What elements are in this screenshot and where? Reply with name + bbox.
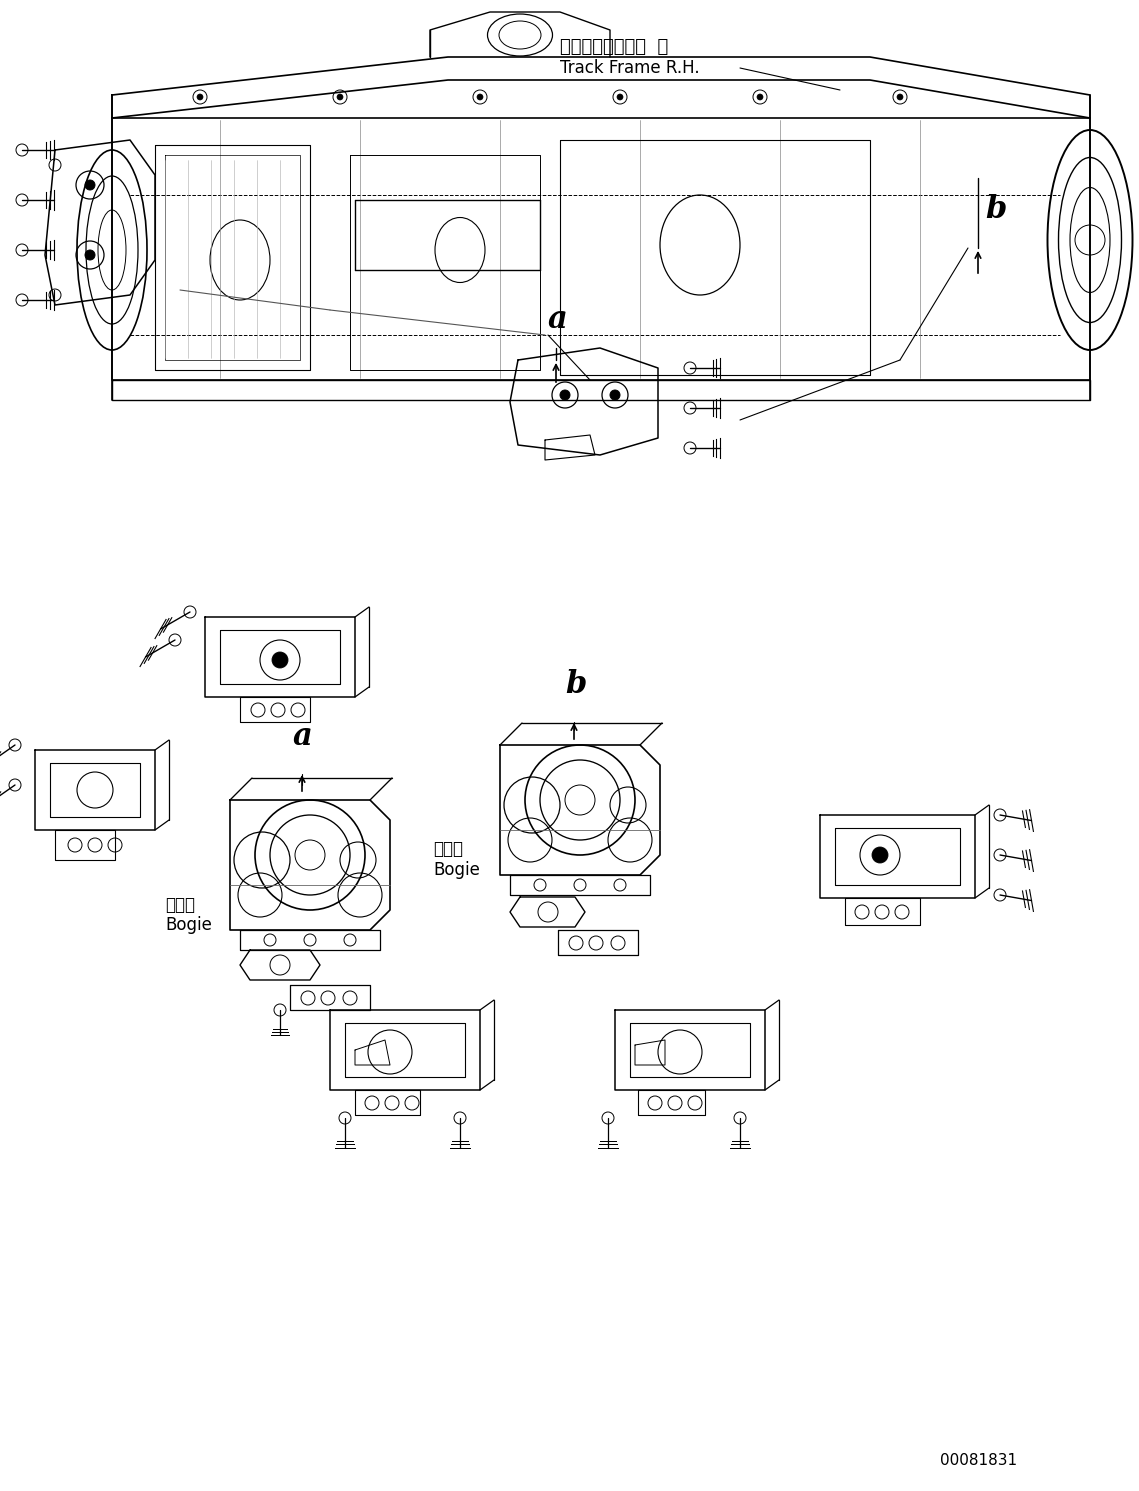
Text: b: b: [565, 669, 587, 699]
Circle shape: [85, 180, 95, 189]
Text: a: a: [293, 722, 313, 751]
Circle shape: [337, 94, 343, 100]
Circle shape: [757, 94, 763, 100]
Text: Track Frame R.H.: Track Frame R.H.: [560, 60, 699, 78]
Text: b: b: [985, 194, 1007, 225]
Circle shape: [272, 652, 288, 668]
Circle shape: [898, 94, 903, 100]
Text: a: a: [548, 304, 567, 335]
Circle shape: [560, 391, 570, 400]
Text: ボギー: ボギー: [165, 896, 195, 914]
Text: ボギー: ボギー: [433, 839, 462, 857]
Text: Bogie: Bogie: [433, 860, 480, 880]
Text: 00081831: 00081831: [940, 1454, 1017, 1469]
Circle shape: [617, 94, 623, 100]
Text: Bogie: Bogie: [165, 915, 212, 933]
Circle shape: [611, 391, 620, 400]
Circle shape: [85, 250, 95, 259]
Circle shape: [477, 94, 483, 100]
Text: トラックフレーム  右: トラックフレーム 右: [560, 37, 669, 57]
Circle shape: [872, 847, 888, 863]
Circle shape: [197, 94, 203, 100]
